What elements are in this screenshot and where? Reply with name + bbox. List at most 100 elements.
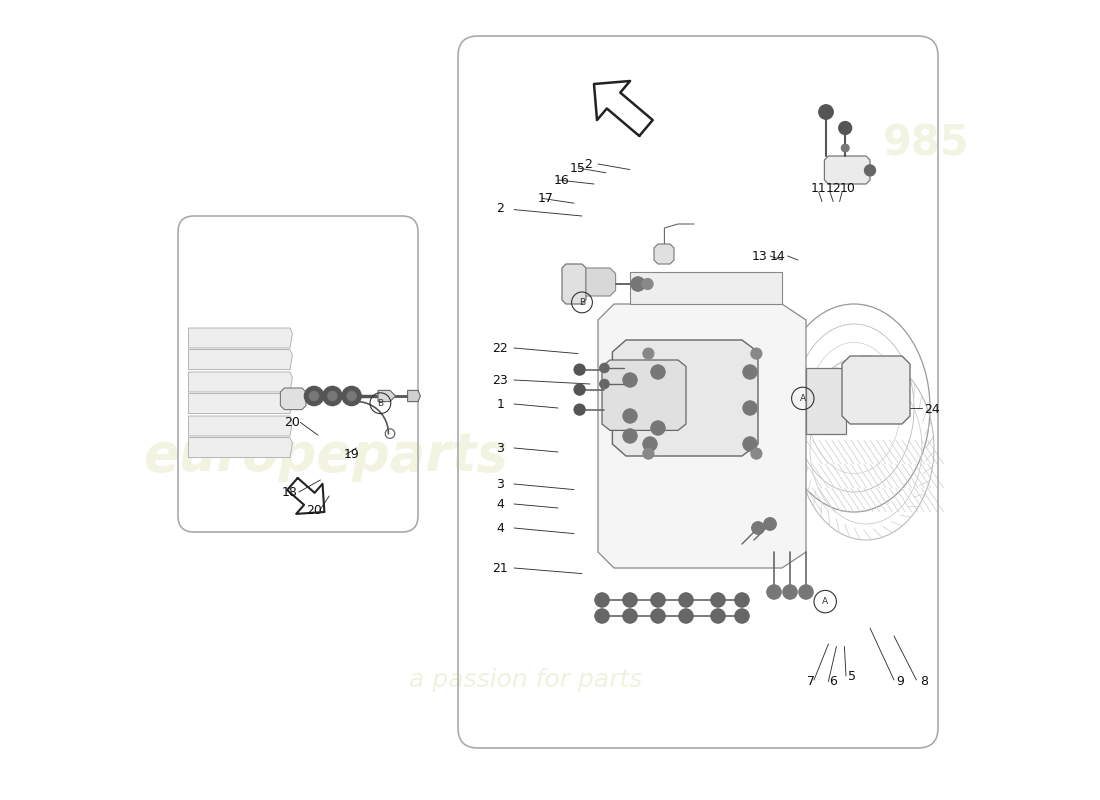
Circle shape (346, 391, 356, 401)
Circle shape (783, 585, 798, 599)
Polygon shape (630, 272, 782, 304)
Polygon shape (562, 264, 586, 304)
Circle shape (342, 386, 361, 406)
Text: a passion for parts: a passion for parts (409, 668, 642, 692)
Text: A: A (800, 394, 806, 403)
Polygon shape (824, 156, 870, 184)
Circle shape (818, 105, 833, 119)
Polygon shape (280, 388, 306, 410)
Text: 13: 13 (751, 250, 768, 262)
Polygon shape (613, 340, 758, 456)
Circle shape (742, 401, 757, 415)
Circle shape (751, 448, 762, 459)
Text: 1: 1 (496, 398, 504, 410)
Circle shape (623, 373, 637, 387)
Text: 6: 6 (829, 675, 837, 688)
Polygon shape (188, 394, 293, 414)
Circle shape (767, 585, 781, 599)
Circle shape (600, 363, 609, 373)
Circle shape (763, 518, 777, 530)
Circle shape (595, 593, 609, 607)
Circle shape (600, 379, 609, 389)
Circle shape (642, 278, 653, 290)
Text: 8: 8 (921, 675, 928, 688)
Circle shape (651, 421, 666, 435)
Circle shape (742, 365, 757, 379)
Text: 12: 12 (825, 182, 842, 194)
Text: 21: 21 (493, 562, 508, 574)
Polygon shape (188, 328, 293, 348)
Text: europeparts: europeparts (143, 430, 508, 482)
Circle shape (328, 391, 338, 401)
Polygon shape (842, 356, 910, 424)
Circle shape (595, 609, 609, 623)
Circle shape (735, 609, 749, 623)
Circle shape (623, 429, 637, 443)
Text: 2: 2 (496, 202, 504, 214)
Circle shape (679, 609, 693, 623)
Text: 985: 985 (882, 123, 969, 165)
Circle shape (711, 609, 725, 623)
Text: 9: 9 (896, 675, 904, 688)
Polygon shape (188, 416, 293, 436)
Circle shape (839, 122, 851, 134)
Circle shape (623, 409, 637, 423)
Text: 4: 4 (496, 498, 504, 510)
Circle shape (642, 437, 657, 451)
Text: 3: 3 (496, 442, 504, 454)
Text: 20: 20 (285, 416, 300, 429)
Text: 4: 4 (496, 522, 504, 534)
Circle shape (574, 364, 585, 375)
Circle shape (574, 384, 585, 395)
Circle shape (305, 386, 323, 406)
Text: 20: 20 (306, 504, 322, 517)
Text: B: B (377, 398, 384, 408)
Text: 17: 17 (538, 192, 554, 205)
Polygon shape (378, 390, 396, 402)
Text: 16: 16 (554, 174, 570, 186)
Text: 22: 22 (493, 342, 508, 354)
Circle shape (651, 593, 666, 607)
Text: A: A (822, 597, 828, 606)
Text: 7: 7 (806, 675, 815, 688)
Polygon shape (586, 268, 616, 296)
Polygon shape (602, 360, 686, 430)
Circle shape (322, 386, 342, 406)
Text: 15: 15 (570, 162, 586, 174)
Circle shape (651, 365, 666, 379)
Circle shape (651, 609, 666, 623)
Circle shape (799, 585, 813, 599)
Circle shape (842, 144, 849, 152)
Text: 24: 24 (924, 403, 940, 416)
Polygon shape (188, 350, 293, 370)
Circle shape (642, 348, 654, 359)
Circle shape (679, 593, 693, 607)
Text: 3: 3 (496, 478, 504, 490)
Text: 5: 5 (848, 670, 857, 682)
Circle shape (751, 522, 764, 534)
Polygon shape (598, 304, 806, 568)
Polygon shape (408, 390, 420, 402)
Text: 23: 23 (493, 374, 508, 386)
Circle shape (309, 391, 319, 401)
Polygon shape (654, 244, 674, 264)
Circle shape (751, 348, 762, 359)
Polygon shape (188, 372, 293, 392)
Circle shape (623, 609, 637, 623)
Polygon shape (806, 368, 846, 434)
Text: 11: 11 (811, 182, 827, 194)
Text: 14: 14 (770, 250, 785, 262)
Circle shape (642, 448, 654, 459)
Circle shape (735, 593, 749, 607)
Text: B: B (579, 298, 585, 307)
Circle shape (574, 404, 585, 415)
Polygon shape (188, 438, 293, 458)
Text: 18: 18 (282, 486, 297, 498)
Circle shape (865, 165, 876, 176)
Circle shape (630, 277, 646, 291)
Text: 10: 10 (839, 182, 856, 194)
Circle shape (742, 437, 757, 451)
Text: 19: 19 (343, 448, 360, 461)
Text: 2: 2 (584, 158, 592, 170)
Circle shape (711, 593, 725, 607)
